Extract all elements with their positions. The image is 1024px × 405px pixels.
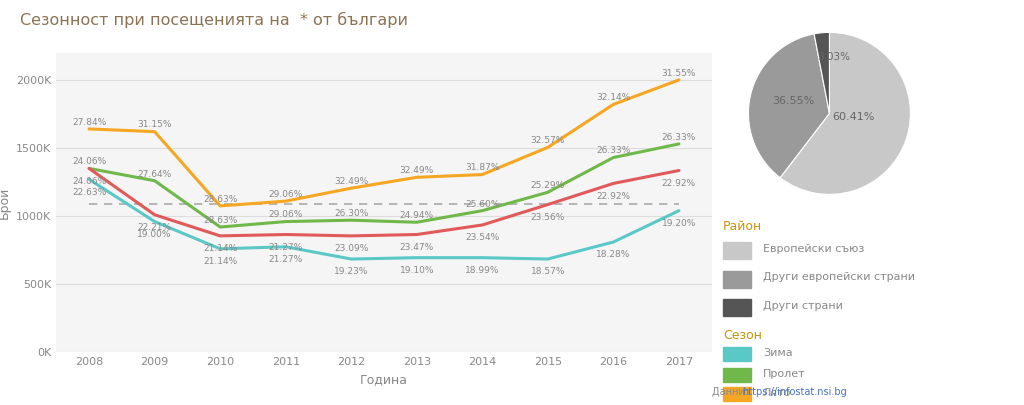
Text: 21.27%: 21.27%: [268, 243, 303, 252]
Text: 24.06%: 24.06%: [72, 177, 106, 186]
Text: 26.30%: 26.30%: [334, 209, 369, 218]
Text: Район: Район: [723, 220, 762, 233]
Text: 29.06%: 29.06%: [268, 190, 303, 199]
FancyBboxPatch shape: [723, 271, 751, 288]
Text: 36.55%: 36.55%: [772, 96, 814, 106]
Text: 31.55%: 31.55%: [662, 69, 696, 78]
Text: 32.57%: 32.57%: [530, 136, 565, 145]
Text: 26.33%: 26.33%: [596, 146, 631, 156]
Text: 21.27%: 21.27%: [268, 255, 303, 264]
Text: https://infostat.nsi.bg: https://infostat.nsi.bg: [742, 387, 847, 397]
Text: 32.14%: 32.14%: [596, 93, 631, 102]
Text: 19.23%: 19.23%: [334, 267, 369, 276]
Wedge shape: [814, 32, 829, 113]
Text: Лято: Лято: [763, 388, 792, 398]
Text: 19.10%: 19.10%: [399, 266, 434, 275]
Text: 18.99%: 18.99%: [465, 266, 500, 275]
Text: 28.63%: 28.63%: [203, 195, 238, 204]
Text: 31.87%: 31.87%: [465, 163, 500, 173]
Text: 31.15%: 31.15%: [137, 121, 172, 130]
Text: 32.49%: 32.49%: [334, 177, 369, 186]
Text: Данни:: Данни:: [712, 387, 751, 397]
Text: 28.63%: 28.63%: [203, 216, 238, 225]
FancyBboxPatch shape: [723, 368, 751, 382]
Text: 24.06%: 24.06%: [72, 157, 106, 166]
Text: 25.60%: 25.60%: [465, 200, 500, 209]
Text: 23.54%: 23.54%: [465, 233, 500, 242]
Wedge shape: [749, 34, 829, 178]
Text: 23.56%: 23.56%: [530, 213, 565, 222]
Wedge shape: [780, 32, 910, 194]
Text: 3.03%: 3.03%: [817, 52, 850, 62]
Text: Сезонност при посещенията на  * от българи: Сезонност при посещенията на * от българ…: [20, 12, 409, 28]
Text: Зима: Зима: [763, 347, 793, 358]
Text: 23.47%: 23.47%: [399, 243, 434, 252]
Text: 21.14%: 21.14%: [203, 244, 238, 253]
Text: 27.84%: 27.84%: [72, 118, 106, 127]
Text: 18.57%: 18.57%: [530, 267, 565, 276]
Text: 19.00%: 19.00%: [137, 230, 172, 239]
Text: Пролет: Пролет: [763, 369, 806, 379]
Text: 21.14%: 21.14%: [203, 257, 238, 266]
Text: Други европейски страни: Други европейски страни: [763, 273, 914, 282]
Text: 22.92%: 22.92%: [596, 192, 631, 201]
Text: 32.49%: 32.49%: [399, 166, 434, 175]
Text: 26.33%: 26.33%: [662, 133, 696, 142]
Text: 24.94%: 24.94%: [399, 211, 434, 220]
FancyBboxPatch shape: [723, 387, 751, 401]
Text: 18.28%: 18.28%: [596, 250, 631, 259]
Text: 25.29%: 25.29%: [530, 181, 565, 190]
Text: 19.20%: 19.20%: [662, 219, 696, 228]
Text: Сезон: Сезон: [723, 329, 762, 342]
Text: Европейски съюз: Европейски съюз: [763, 244, 864, 254]
Text: 22.21%: 22.21%: [137, 223, 172, 232]
Text: 27.64%: 27.64%: [137, 170, 172, 179]
Text: Други страни: Други страни: [763, 301, 843, 311]
X-axis label: Година: Година: [360, 373, 408, 386]
Text: 23.09%: 23.09%: [334, 244, 369, 253]
Text: 60.41%: 60.41%: [833, 113, 874, 122]
Y-axis label: Брой: Брой: [0, 186, 10, 219]
FancyBboxPatch shape: [723, 299, 751, 316]
Text: 22.63%: 22.63%: [72, 188, 106, 196]
Text: 22.92%: 22.92%: [662, 179, 696, 188]
FancyBboxPatch shape: [723, 347, 751, 361]
Text: 29.06%: 29.06%: [268, 211, 303, 220]
FancyBboxPatch shape: [723, 242, 751, 259]
